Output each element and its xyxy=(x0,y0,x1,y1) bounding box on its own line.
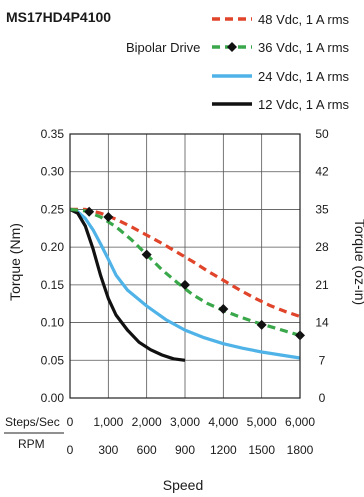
series-layer xyxy=(69,206,305,362)
x-tick-label: 2,000 xyxy=(132,415,162,429)
y2-axis-label: Torque (oz-in) xyxy=(352,219,364,305)
y-tick-label: 0.30 xyxy=(41,165,65,179)
series-line-24vdc xyxy=(69,207,301,360)
x2-scale-label: RPM xyxy=(18,437,45,451)
plot-frame xyxy=(69,133,301,399)
x2-tick-label: 600 xyxy=(137,443,157,457)
legend-label: 48 Vdc, 1 A rms xyxy=(258,12,350,27)
y2-tick-label: 35 xyxy=(315,202,329,216)
y2-tick-label: 7 xyxy=(319,353,326,367)
chart-subtitle: Bipolar Drive xyxy=(126,40,200,55)
series-marker-diamond xyxy=(218,303,229,314)
series-marker-diamond xyxy=(84,206,95,217)
y2-tick-label: 28 xyxy=(315,240,329,254)
legend: 48 Vdc, 1 A rms 36 Vdc, 1 A rms 24 Vdc, 1 … xyxy=(212,12,350,112)
x-tick-label: 1,000 xyxy=(93,415,123,429)
legend-label: 12 Vdc, 1 A rms xyxy=(258,97,350,112)
legend-marker-diamond xyxy=(227,42,237,52)
x2-tick-label: 0 xyxy=(67,443,74,457)
y-tick-label: 0.20 xyxy=(41,240,65,254)
x-tick-label: 5,000 xyxy=(247,415,277,429)
y-tick-label: 0.15 xyxy=(41,278,65,292)
x-tick-label: 3,000 xyxy=(170,415,200,429)
y2-tick-label: 42 xyxy=(315,165,329,179)
y2-tick-label: 21 xyxy=(315,278,329,292)
x-tick-label: 6,000 xyxy=(285,415,315,429)
x2-tick-label: 900 xyxy=(175,443,195,457)
x-axis-ticks: 0 1,000 2,000 3,000 4,000 5,000 6,000 xyxy=(67,415,316,429)
x2-tick-label: 300 xyxy=(98,443,118,457)
series-marker-diamond xyxy=(103,211,114,222)
legend-label: 36 Vdc, 1 A rms xyxy=(258,40,350,55)
series-marker-diamond xyxy=(180,279,190,290)
x-scale-label: Steps/Sec xyxy=(5,415,60,429)
y2-axis-ticks: 0 7 14 21 28 35 42 50 xyxy=(315,127,329,405)
y2-tick-label: 50 xyxy=(315,127,329,141)
y-axis-ticks: 0.00 0.05 0.10 0.15 0.20 0.25 0.30 0.35 xyxy=(41,127,65,405)
x2-tick-label: 1200 xyxy=(210,443,237,457)
y-axis-label: Torque (Nm) xyxy=(7,223,23,301)
x2-axis-ticks: 0 300 600 900 1200 1500 1800 xyxy=(4,432,314,457)
y-tick-label: 0.00 xyxy=(41,391,65,405)
grid xyxy=(69,133,301,399)
y2-tick-label: 0 xyxy=(319,391,326,405)
series-marker-diamond xyxy=(256,319,267,330)
y-tick-label: 0.05 xyxy=(41,353,65,367)
x2-tick-label: 1800 xyxy=(287,443,314,457)
x-tick-label: 0 xyxy=(67,415,74,429)
series-line-12vdc xyxy=(69,207,186,362)
series-marker-diamond xyxy=(141,249,152,260)
x2-tick-label: 1500 xyxy=(248,443,275,457)
legend-label: 24 Vdc, 1 A rms xyxy=(258,69,350,84)
y-tick-label: 0.25 xyxy=(41,202,65,216)
y-tick-label: 0.35 xyxy=(41,127,65,141)
y2-tick-label: 14 xyxy=(315,316,329,330)
x-axis-label: Speed xyxy=(163,477,203,493)
chart-title: MS17HD4P4100 xyxy=(6,9,111,25)
x-tick-label: 4,000 xyxy=(208,415,238,429)
y-tick-label: 0.10 xyxy=(41,316,65,330)
